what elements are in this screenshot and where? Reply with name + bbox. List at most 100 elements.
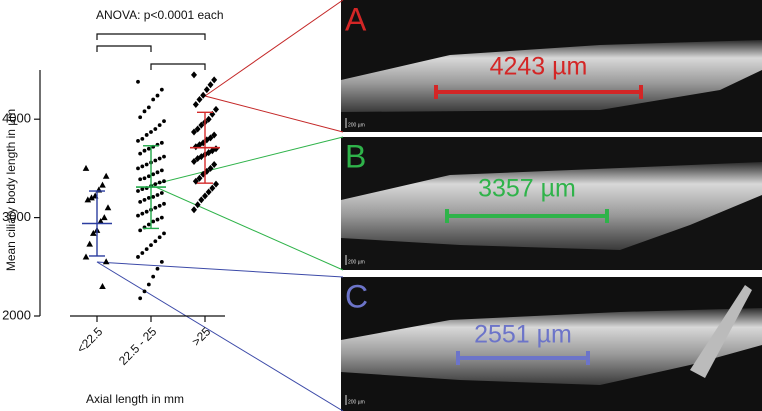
point <box>155 193 160 197</box>
point <box>97 218 104 225</box>
point <box>153 182 158 187</box>
point <box>140 187 145 191</box>
point <box>136 166 140 171</box>
point <box>213 105 219 113</box>
y-tick-label: 2000 <box>2 307 31 322</box>
point <box>140 164 145 169</box>
point <box>138 151 143 156</box>
scale-label: 200 µm <box>348 122 365 128</box>
point <box>102 172 110 179</box>
point <box>146 105 151 110</box>
point <box>213 180 219 188</box>
point <box>153 205 158 210</box>
point <box>157 156 162 161</box>
point <box>140 136 145 141</box>
y-axis-label: Mean ciliary body length in µm <box>4 109 18 271</box>
point <box>192 100 199 108</box>
panel-label: B <box>345 138 366 174</box>
point <box>144 162 149 167</box>
point <box>82 164 90 171</box>
point <box>191 71 197 79</box>
point <box>157 203 162 208</box>
point <box>88 194 95 201</box>
point <box>138 296 143 301</box>
point <box>157 180 162 185</box>
point <box>157 123 162 128</box>
point <box>151 195 156 199</box>
point <box>142 197 147 202</box>
point <box>144 247 149 251</box>
point <box>191 158 197 166</box>
point <box>205 188 212 196</box>
measurement-label: 3357 µm <box>478 175 576 203</box>
annotation: ANOVA: p<0.0001 each <box>96 8 224 22</box>
y-tick-label: 3000 <box>2 209 31 224</box>
point <box>138 199 143 204</box>
point <box>140 211 145 216</box>
image-c <box>341 277 762 411</box>
point <box>142 109 147 114</box>
point <box>138 177 143 182</box>
point <box>159 168 164 173</box>
point <box>205 115 212 123</box>
point <box>211 160 218 168</box>
point <box>196 174 203 182</box>
point <box>153 158 158 163</box>
point <box>155 266 160 271</box>
point <box>146 222 151 227</box>
point <box>203 86 210 94</box>
point <box>159 87 164 92</box>
point <box>149 130 153 134</box>
point <box>159 191 164 195</box>
point <box>138 228 143 233</box>
point <box>149 243 153 248</box>
point <box>153 239 158 244</box>
point <box>194 155 201 163</box>
point <box>84 196 92 203</box>
point <box>162 179 166 184</box>
point <box>191 128 197 136</box>
point <box>102 258 110 265</box>
panel-label: C <box>345 278 368 314</box>
point <box>104 204 112 211</box>
point <box>99 181 106 188</box>
point <box>146 146 151 151</box>
point <box>196 96 203 104</box>
point <box>151 274 156 279</box>
point <box>211 131 218 139</box>
measurement-label: 2551 µm <box>474 321 572 349</box>
measurement-label: 4243 µm <box>490 53 588 81</box>
point <box>162 154 166 159</box>
point <box>146 196 151 200</box>
point <box>86 240 93 247</box>
x-tick-label: >25 <box>189 324 214 349</box>
point <box>198 196 205 204</box>
point <box>136 189 140 193</box>
y-tick-label: 4000 <box>2 111 31 126</box>
x-tick-label: 22.5 - 25 <box>116 324 160 368</box>
brackets <box>96 33 206 70</box>
point <box>155 170 160 175</box>
point <box>153 127 158 131</box>
point <box>159 215 164 220</box>
point <box>151 219 156 224</box>
point <box>162 201 166 206</box>
point <box>191 206 197 214</box>
point <box>194 125 201 133</box>
scale-label: 200 µm <box>348 259 365 265</box>
point <box>136 255 140 259</box>
point <box>142 289 147 294</box>
point <box>90 229 97 236</box>
point <box>155 217 160 222</box>
point <box>82 253 90 260</box>
point <box>207 164 214 172</box>
point <box>157 235 162 240</box>
point <box>140 251 145 255</box>
point <box>194 201 201 209</box>
point <box>162 119 166 124</box>
point <box>142 176 147 181</box>
x-axis-label: Axial length in mm <box>86 392 184 406</box>
point <box>202 192 208 200</box>
panel-label: A <box>345 1 367 37</box>
